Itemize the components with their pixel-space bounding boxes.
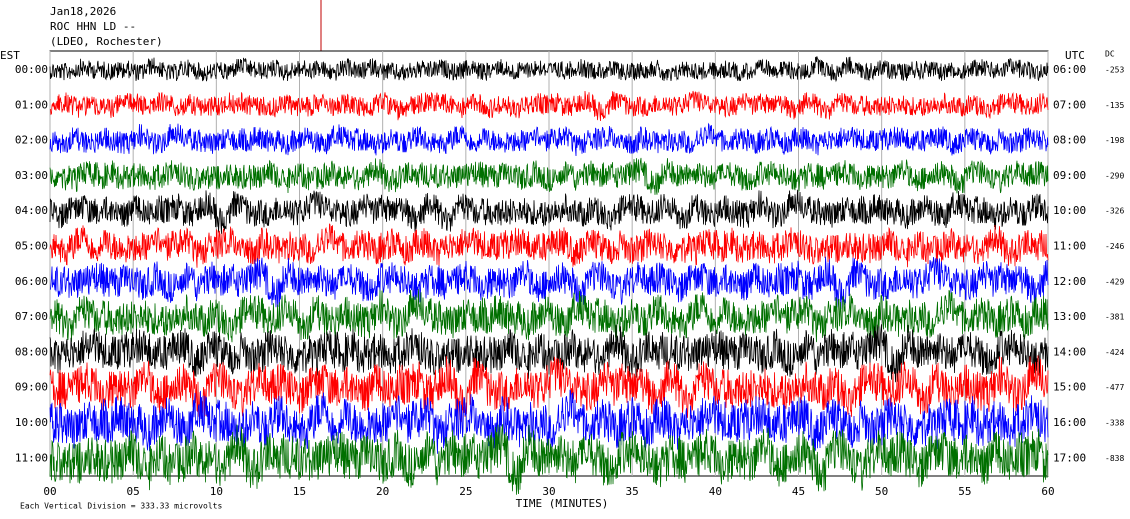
est-label: 00:00 (15, 63, 48, 76)
x-tick-label: 60 (1041, 485, 1054, 498)
trace (49, 389, 1049, 454)
utc-label: 06:00 (1053, 63, 1086, 76)
trace (49, 324, 1049, 383)
x-tick-label: 35 (626, 485, 639, 498)
x-tick-label: 40 (709, 485, 722, 498)
dc-label: -429 (1105, 277, 1124, 286)
utc-label: 08:00 (1053, 134, 1086, 147)
dc-label: -246 (1105, 242, 1124, 251)
est-label: 09:00 (15, 381, 48, 394)
x-tick-label: 15 (293, 485, 306, 498)
dc-label: -135 (1105, 101, 1124, 110)
trace (49, 90, 1049, 122)
trace (49, 157, 1049, 195)
dc-label: -290 (1105, 171, 1124, 180)
est-label: 03:00 (15, 169, 48, 182)
x-tick-label: 20 (376, 485, 389, 498)
dc-label: -381 (1105, 313, 1124, 322)
x-tick-label: 25 (459, 485, 472, 498)
dc-label: -326 (1105, 207, 1124, 216)
dc-label: -253 (1105, 66, 1124, 75)
utc-label: 16:00 (1053, 416, 1086, 429)
trace (49, 424, 1049, 495)
right-title: UTC (1065, 49, 1085, 62)
dc-label: -424 (1105, 348, 1124, 357)
utc-label: 17:00 (1053, 451, 1086, 464)
dc-label: -198 (1105, 136, 1124, 145)
utc-label: 15:00 (1053, 381, 1086, 394)
utc-label: 11:00 (1053, 240, 1086, 253)
x-tick-label: 55 (958, 485, 971, 498)
footer: Each Vertical Division = 333.33 microvol… (20, 502, 222, 511)
dc-label: -338 (1105, 419, 1124, 428)
est-label: 11:00 (15, 451, 48, 464)
x-tick-label: 05 (127, 485, 140, 498)
x-axis-title: TIME (MINUTES) (516, 497, 609, 510)
est-label: 04:00 (15, 204, 48, 217)
utc-label: 13:00 (1053, 310, 1086, 323)
est-label: 01:00 (15, 98, 48, 111)
station: ROC HHN LD -- (50, 20, 136, 33)
trace (49, 189, 1049, 234)
trace (49, 355, 1049, 423)
trace (49, 223, 1049, 268)
utc-label: 14:00 (1053, 345, 1086, 358)
trace (49, 256, 1049, 310)
trace (49, 289, 1049, 343)
utc-label: 07:00 (1053, 98, 1086, 111)
utc-label: 09:00 (1053, 169, 1086, 182)
x-tick-label: 45 (792, 485, 805, 498)
x-tick-label: 50 (875, 485, 888, 498)
est-label: 10:00 (15, 416, 48, 429)
dc-label: -838 (1105, 454, 1124, 463)
x-tick-label: 00 (43, 485, 56, 498)
x-tick-label: 30 (542, 485, 555, 498)
est-label: 06:00 (15, 275, 48, 288)
utc-label: 10:00 (1053, 204, 1086, 217)
trace (49, 122, 1049, 157)
left-title: EST (0, 49, 20, 62)
date: Jan18,2026 (50, 5, 116, 18)
trace (49, 56, 1049, 83)
est-label: 02:00 (15, 134, 48, 147)
dc-label: -477 (1105, 383, 1124, 392)
est-label: 08:00 (15, 345, 48, 358)
x-tick-label: 10 (210, 485, 223, 498)
utc-label: 12:00 (1053, 275, 1086, 288)
dc-title: DC (1105, 50, 1115, 59)
est-label: 07:00 (15, 310, 48, 323)
network: (LDEO, Rochester) (50, 35, 163, 48)
est-label: 05:00 (15, 240, 48, 253)
